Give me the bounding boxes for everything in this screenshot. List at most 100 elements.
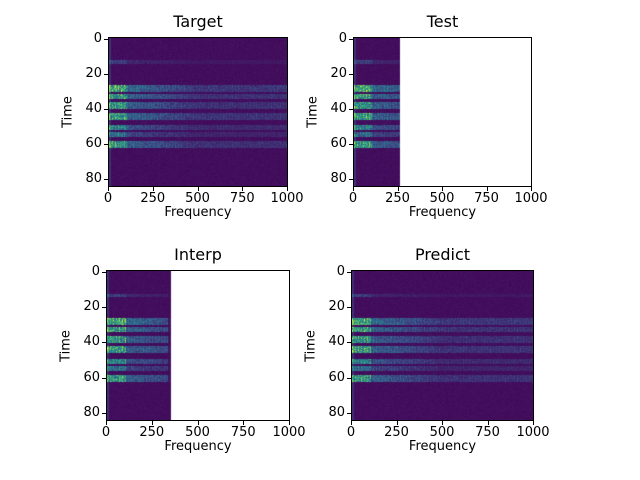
- y-tick-label: 80: [328, 404, 345, 420]
- x-tick-label: 250: [140, 191, 166, 206]
- x-tick-label: 500: [429, 425, 455, 440]
- x-tick-label: 0: [346, 425, 356, 440]
- y-tick: [347, 412, 351, 414]
- x-tick: [289, 421, 290, 425]
- y-tick-label: 40: [328, 334, 345, 350]
- x-tick: [442, 187, 443, 191]
- x-tick-label: 500: [185, 425, 210, 440]
- y-tick-label: 40: [330, 100, 347, 116]
- y-tick: [102, 412, 106, 414]
- x-tick-label: 250: [139, 425, 165, 440]
- y-tick-label: 60: [328, 369, 345, 385]
- x-tick: [152, 187, 154, 191]
- y-tick: [102, 307, 106, 309]
- y-tick-label: 0: [91, 263, 100, 279]
- y-tick: [349, 73, 353, 75]
- y-tick-label: 40: [83, 334, 100, 350]
- axes-test: [353, 37, 532, 187]
- y-tick-label: 80: [330, 170, 347, 186]
- axes-title: Interp: [174, 245, 222, 264]
- spectrogram-image: [354, 38, 531, 186]
- y-tick: [104, 38, 108, 40]
- x-tick: [351, 421, 352, 425]
- y-axis-label: Time: [303, 329, 319, 362]
- y-tick-label: 0: [93, 30, 102, 46]
- spectrogram-image: [352, 271, 533, 420]
- x-tick-label: 500: [185, 191, 210, 206]
- axes-title: Predict: [414, 245, 471, 264]
- x-tick-label: 500: [429, 191, 455, 206]
- y-tick: [349, 108, 353, 110]
- x-tick-label: 750: [229, 191, 255, 206]
- x-tick-label: 250: [384, 425, 409, 440]
- y-tick: [349, 38, 353, 40]
- x-axis-label: Frequency: [164, 439, 232, 454]
- y-tick-label: 0: [338, 30, 347, 46]
- y-tick-label: 20: [85, 65, 102, 81]
- y-tick: [349, 178, 353, 180]
- y-tick-label: 20: [330, 65, 347, 81]
- y-tick: [347, 307, 351, 309]
- x-tick-label: 750: [230, 425, 256, 440]
- y-tick: [349, 143, 353, 145]
- y-tick-label: 20: [83, 299, 100, 315]
- y-tick-label: 80: [85, 170, 102, 186]
- x-tick: [287, 187, 288, 191]
- x-tick: [151, 421, 153, 425]
- y-tick-label: 0: [336, 263, 345, 279]
- x-tick-label: 0: [103, 191, 113, 206]
- x-tick: [108, 187, 109, 191]
- axes-target: [108, 37, 288, 187]
- axes-predict: [351, 270, 534, 421]
- x-axis-label: Frequency: [408, 439, 477, 454]
- x-tick: [242, 187, 244, 191]
- x-tick: [106, 421, 107, 425]
- x-tick: [442, 421, 443, 425]
- y-axis-label: Time: [58, 329, 74, 362]
- axes-interp: [106, 270, 290, 421]
- x-tick-label: 1000: [272, 425, 306, 440]
- y-tick-label: 60: [85, 135, 102, 151]
- x-tick: [533, 421, 534, 425]
- y-axis-label: Time: [305, 96, 321, 128]
- y-tick: [104, 143, 108, 145]
- spectrogram-image: [107, 271, 289, 420]
- x-tick: [243, 421, 245, 425]
- x-tick-label: 250: [385, 191, 410, 206]
- x-tick-label: 1000: [514, 191, 548, 206]
- x-tick: [396, 421, 398, 425]
- x-tick: [397, 187, 399, 191]
- spectrogram-image: [109, 38, 287, 186]
- y-tick: [104, 73, 108, 75]
- y-tick: [347, 342, 351, 344]
- x-tick-label: 0: [101, 425, 111, 440]
- y-tick-label: 40: [85, 100, 102, 116]
- y-tick: [102, 377, 106, 379]
- y-tick: [104, 108, 108, 110]
- y-tick-label: 20: [328, 299, 345, 315]
- x-tick-label: 750: [475, 425, 500, 440]
- x-tick: [353, 187, 354, 191]
- y-tick: [102, 271, 106, 273]
- y-tick: [102, 342, 106, 344]
- y-tick-label: 80: [83, 404, 100, 420]
- x-axis-label: Frequency: [408, 205, 477, 220]
- x-tick: [487, 421, 489, 425]
- x-tick: [197, 421, 199, 425]
- x-tick: [486, 187, 488, 191]
- axes-title: Target: [173, 12, 223, 31]
- x-tick-label: 1000: [516, 425, 550, 440]
- y-tick: [347, 377, 351, 379]
- x-tick-label: 750: [474, 191, 499, 206]
- y-tick: [347, 271, 351, 273]
- axes-title: Test: [426, 12, 459, 31]
- x-tick-label: 1000: [270, 191, 304, 206]
- x-tick-label: 0: [348, 191, 358, 206]
- y-tick: [104, 178, 108, 180]
- x-axis-label: Frequency: [164, 205, 232, 220]
- x-tick: [531, 187, 532, 191]
- y-tick-label: 60: [330, 135, 347, 151]
- y-axis-label: Time: [60, 96, 76, 128]
- y-tick-label: 60: [83, 369, 100, 385]
